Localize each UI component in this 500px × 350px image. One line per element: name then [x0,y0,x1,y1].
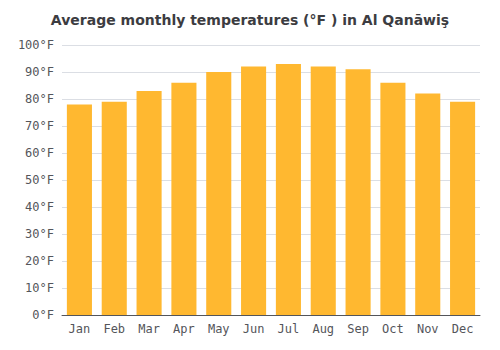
svg-text:70°F: 70°F [25,119,54,133]
svg-text:Average monthly temperatures (: Average monthly temperatures (°F ) in Al… [51,12,449,28]
svg-text:10°F: 10°F [25,281,54,295]
svg-text:100°F: 100°F [18,38,54,52]
svg-text:Sep: Sep [347,322,369,336]
svg-text:Dec: Dec [452,322,474,336]
svg-text:Apr: Apr [173,322,195,336]
svg-text:May: May [208,322,230,336]
svg-text:Oct: Oct [382,322,404,336]
svg-text:Nov: Nov [417,322,439,336]
svg-text:50°F: 50°F [25,173,54,187]
svg-text:30°F: 30°F [25,227,54,241]
svg-text:60°F: 60°F [25,146,54,160]
svg-text:Jun: Jun [243,322,265,336]
svg-text:20°F: 20°F [25,254,54,268]
svg-text:Aug: Aug [312,322,334,336]
svg-text:Jul: Jul [278,322,300,336]
svg-text:Feb: Feb [103,322,125,336]
svg-text:0°F: 0°F [32,308,54,322]
svg-text:Jan: Jan [69,322,91,336]
svg-text:40°F: 40°F [25,200,54,214]
svg-text:80°F: 80°F [25,92,54,106]
svg-text:90°F: 90°F [25,65,54,79]
svg-text:Mar: Mar [138,322,160,336]
